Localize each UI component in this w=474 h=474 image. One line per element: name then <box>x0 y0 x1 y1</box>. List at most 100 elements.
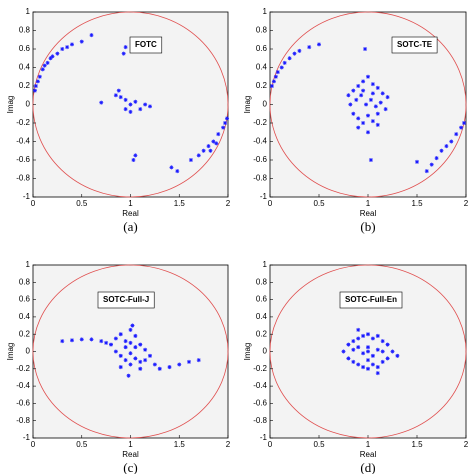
point <box>317 42 321 47</box>
point <box>380 91 385 96</box>
y-tick-label: 0.8 <box>19 277 31 286</box>
point <box>370 91 375 96</box>
y-tick-label: -0.2 <box>253 364 267 373</box>
point <box>123 107 128 112</box>
y-tick-label: 0.4 <box>19 63 31 72</box>
point <box>366 366 370 371</box>
x-tick-label: 0.5 <box>313 199 325 208</box>
y-tick-label: -1 <box>260 192 268 201</box>
point <box>201 148 206 153</box>
x-tick-label: 1 <box>366 440 371 449</box>
y-tick-label: -0.4 <box>253 381 267 390</box>
point <box>370 362 375 367</box>
point <box>60 339 65 344</box>
point <box>79 39 84 44</box>
point <box>216 132 221 137</box>
point <box>128 340 133 345</box>
point <box>138 366 143 371</box>
point <box>366 358 370 363</box>
point <box>454 132 459 137</box>
point <box>271 79 276 84</box>
point <box>351 359 356 364</box>
point <box>133 345 138 350</box>
point <box>361 333 366 338</box>
point <box>128 327 133 332</box>
point <box>109 342 113 347</box>
point <box>196 358 201 363</box>
x-tick-label: 1.5 <box>174 199 186 208</box>
point <box>449 139 454 144</box>
point <box>123 45 128 50</box>
point <box>287 56 292 61</box>
y-tick-label: 0.2 <box>256 329 268 338</box>
point <box>383 107 388 112</box>
point <box>33 84 38 88</box>
point <box>424 169 429 174</box>
point <box>385 342 390 347</box>
point <box>380 339 385 344</box>
point <box>354 97 359 102</box>
point <box>370 353 375 358</box>
point <box>351 88 356 93</box>
title-box <box>97 291 155 309</box>
point <box>375 347 380 352</box>
x-tick-label: 1.5 <box>174 440 186 449</box>
point <box>113 349 118 354</box>
point <box>269 84 274 88</box>
point <box>375 85 380 90</box>
point <box>118 332 123 337</box>
x-tick-label: 2 <box>464 440 469 449</box>
point <box>395 353 400 358</box>
point <box>459 125 464 130</box>
y-tick-label: 1 <box>263 260 268 269</box>
y-tick-label: 0.2 <box>19 329 31 338</box>
y-tick-label: 0.6 <box>256 44 268 53</box>
point <box>40 67 45 72</box>
x-tick-label: 0.5 <box>76 440 88 449</box>
point <box>60 47 65 51</box>
title-box <box>391 36 438 54</box>
point <box>363 47 368 51</box>
point <box>370 82 375 87</box>
point <box>65 45 70 50</box>
point <box>118 353 123 358</box>
point <box>366 345 370 350</box>
x-tick-label: 0 <box>268 199 273 208</box>
y-tick-label: 1 <box>26 260 31 269</box>
point <box>292 51 297 56</box>
point <box>169 165 174 170</box>
point <box>366 349 370 354</box>
point <box>214 141 219 146</box>
y-tick-label: 0.8 <box>256 277 268 286</box>
point <box>138 342 143 347</box>
point <box>356 116 361 121</box>
point <box>462 121 467 125</box>
caption: (b) <box>360 219 375 234</box>
point <box>123 345 128 350</box>
point <box>104 340 109 345</box>
point <box>55 51 60 56</box>
point <box>42 63 47 68</box>
y-tick-label: 1 <box>26 7 31 16</box>
y-tick-label: -0.8 <box>253 416 267 425</box>
point <box>123 358 128 363</box>
point <box>187 359 191 364</box>
y-tick-label: 0 <box>263 347 268 356</box>
point <box>356 336 361 341</box>
y-axis-label: Imag <box>243 96 252 114</box>
x-tick-label: 2 <box>226 440 231 449</box>
point <box>366 332 370 337</box>
x-axis-label: Real <box>360 209 377 218</box>
chart-title: FOTC <box>135 40 157 49</box>
point <box>375 371 380 376</box>
point <box>208 148 213 153</box>
point <box>131 158 136 162</box>
point <box>35 79 40 84</box>
chart-title: SOTC-Full-J <box>103 295 149 304</box>
y-tick-label: 0.8 <box>256 26 268 35</box>
x-axis-label: Real <box>122 209 139 218</box>
caption: (a) <box>123 219 137 234</box>
point <box>346 342 351 347</box>
x-tick-label: 1 <box>128 440 133 449</box>
